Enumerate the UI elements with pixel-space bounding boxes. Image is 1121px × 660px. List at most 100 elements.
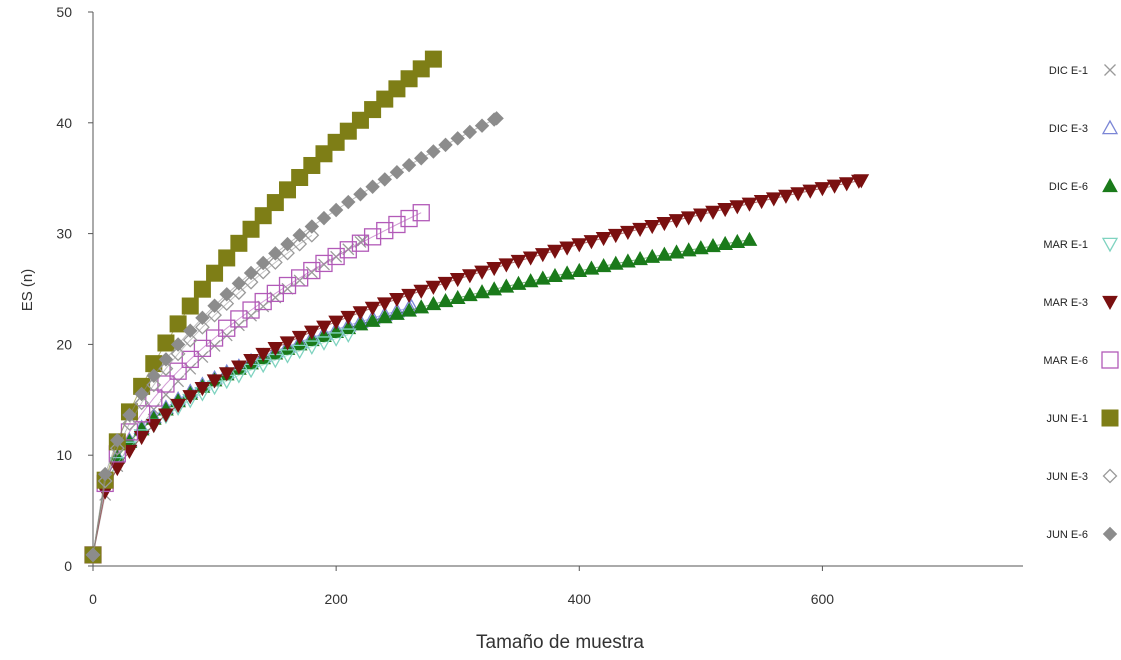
data-point-7-10 xyxy=(207,307,222,323)
data-point-4-26 xyxy=(401,288,417,303)
data-point-3-18 xyxy=(303,340,320,355)
data-point-2-28 xyxy=(425,296,442,311)
data-point-7-7 xyxy=(170,346,186,362)
data-point-4-36 xyxy=(522,251,539,266)
data-point-2-49 xyxy=(680,242,697,257)
legend-marker-5 xyxy=(1101,351,1119,369)
data-point-2-34 xyxy=(498,278,515,293)
data-point-2-43 xyxy=(607,255,624,270)
data-point-8-6 xyxy=(158,352,174,367)
data-point-2-52 xyxy=(717,235,734,251)
data-point-4-57 xyxy=(778,189,794,204)
data-point-4-42 xyxy=(595,232,612,247)
data-point-6-7 xyxy=(169,315,187,333)
data-point-8-9 xyxy=(195,310,210,326)
data-point-5-23 xyxy=(363,228,382,246)
data-point-7-16 xyxy=(280,245,295,261)
data-point-5-20 xyxy=(327,247,345,266)
data-point-4-56 xyxy=(765,192,782,207)
data-point-2-48 xyxy=(668,244,685,259)
legend-label-2: DIC E-6 xyxy=(1049,181,1088,193)
data-point-4-33 xyxy=(486,261,503,277)
x-axis-title: Tamaño de muestra xyxy=(476,632,644,653)
data-point-7-9 xyxy=(194,319,210,335)
data-point-4-62 xyxy=(838,177,855,192)
y-tick-label-0: 0 xyxy=(64,558,72,574)
data-point-5-22 xyxy=(351,234,370,252)
data-point-3-21 xyxy=(340,328,357,344)
data-point-2-40 xyxy=(571,262,588,278)
x-tick-label-2: 400 xyxy=(568,591,592,607)
data-point-4-14 xyxy=(255,347,272,363)
data-point-8-4 xyxy=(134,386,149,402)
data-point-3-17 xyxy=(291,344,308,360)
data-point-5-21 xyxy=(339,241,357,259)
data-point-8-14 xyxy=(255,255,271,271)
data-point-7-15 xyxy=(267,254,283,270)
data-point-4-45 xyxy=(632,222,648,238)
data-point-4-61 xyxy=(826,179,843,194)
data-point-4-16 xyxy=(279,336,296,351)
data-point-6-14 xyxy=(254,207,272,225)
data-point-7-3 xyxy=(122,416,137,431)
data-point-5-27 xyxy=(412,204,430,222)
y-axis-title: ES (n) xyxy=(19,269,36,312)
legend-marker-6 xyxy=(1101,409,1119,427)
data-point-8-23 xyxy=(365,179,380,194)
data-point-4-13 xyxy=(243,354,259,369)
data-point-2-37 xyxy=(534,270,551,285)
data-point-2-50 xyxy=(692,240,709,255)
data-point-4-38 xyxy=(547,244,563,259)
data-point-2-45 xyxy=(632,251,648,266)
data-point-4-25 xyxy=(389,293,405,308)
x-tick-label-0: 0 xyxy=(89,591,97,607)
data-point-4-7 xyxy=(170,398,186,414)
data-point-8-17 xyxy=(292,227,307,243)
legend-marker-0 xyxy=(1104,64,1116,76)
y-tick-label-3: 30 xyxy=(56,226,72,242)
series-mar-e-3 xyxy=(85,174,870,563)
data-point-8-24 xyxy=(377,172,392,187)
data-point-2-32 xyxy=(474,284,490,299)
data-point-6-12 xyxy=(230,234,248,252)
data-point-5-26 xyxy=(400,209,418,228)
data-point-4-43 xyxy=(607,228,624,244)
legend-label-3: MAR E-1 xyxy=(1043,239,1088,251)
data-point-5-19 xyxy=(315,254,333,273)
data-point-4-29 xyxy=(437,276,454,291)
data-point-5-25 xyxy=(388,215,406,234)
data-point-8-0 xyxy=(85,547,101,563)
data-point-2-51 xyxy=(705,237,721,253)
data-point-2-39 xyxy=(559,265,575,280)
data-point-2-22 xyxy=(352,316,369,331)
data-point-5-10 xyxy=(205,329,224,347)
data-point-5-24 xyxy=(376,221,394,240)
y-tick-label-5: 50 xyxy=(56,4,72,20)
data-point-5-5 xyxy=(145,389,163,407)
data-point-2-29 xyxy=(437,292,454,308)
data-point-4-64 xyxy=(853,174,870,189)
data-point-4-46 xyxy=(644,219,661,235)
data-point-7-18 xyxy=(304,227,320,243)
data-point-2-41 xyxy=(583,260,600,275)
data-point-8-8 xyxy=(183,323,198,338)
legend-marker-2 xyxy=(1102,177,1118,193)
data-point-8-3 xyxy=(122,407,137,423)
data-point-4-19 xyxy=(316,320,332,335)
x-tick-label-3: 600 xyxy=(811,591,835,607)
data-point-6-8 xyxy=(181,297,199,315)
data-point-4-18 xyxy=(303,325,320,340)
data-point-8-25 xyxy=(389,164,405,180)
data-point-6-6 xyxy=(157,334,175,352)
data-point-2-46 xyxy=(644,248,661,263)
series-dic-e-1 xyxy=(87,234,369,561)
data-point-8-28 xyxy=(426,144,441,159)
series-jun-e-6 xyxy=(85,111,504,563)
legend-marker-1 xyxy=(1101,119,1119,135)
data-point-4-59 xyxy=(802,184,819,199)
legend-label-5: MAR E-6 xyxy=(1043,355,1088,367)
data-point-7-12 xyxy=(231,285,247,301)
data-point-8-5 xyxy=(146,368,161,383)
data-point-4-41 xyxy=(583,235,600,250)
